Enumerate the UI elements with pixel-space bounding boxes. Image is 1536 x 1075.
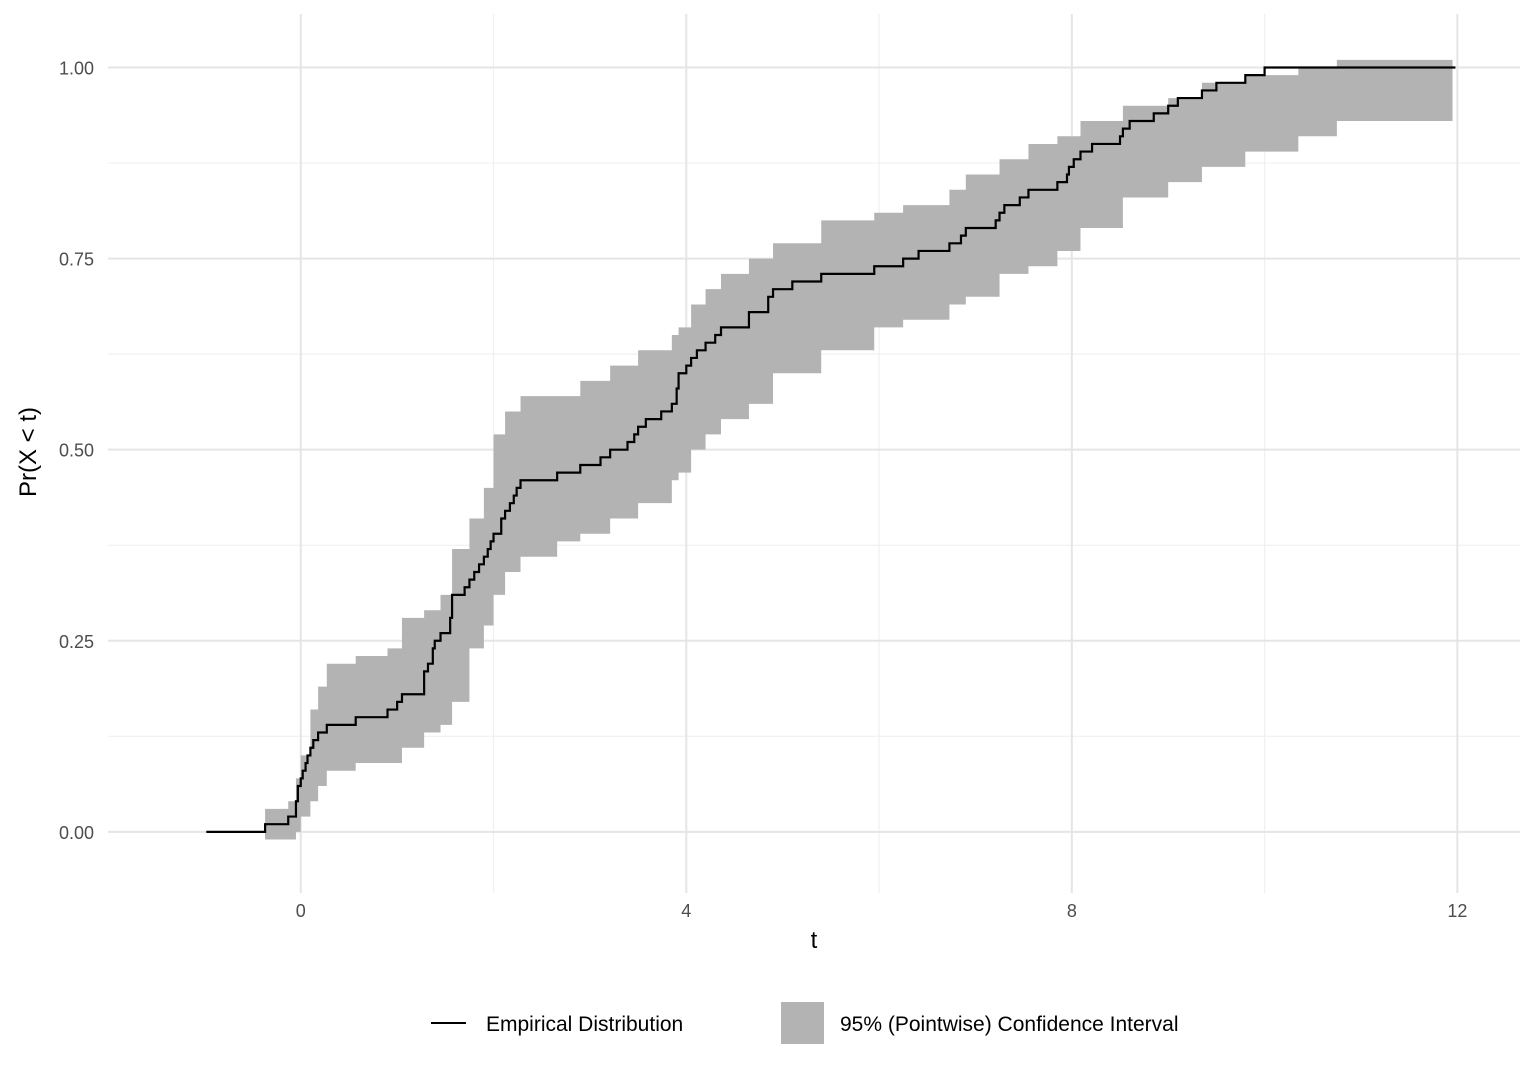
y-tick-label: 1.00 <box>59 59 94 79</box>
x-tick-label: 12 <box>1447 901 1467 921</box>
confidence-band <box>265 59 1453 840</box>
empirical-line <box>206 66 1456 833</box>
tick-labels: 0 4 8 12 0.00 0.25 0.50 0.75 1.00 <box>59 59 1467 921</box>
legend: Empirical Distribution 95% (Pointwise) C… <box>431 1002 1179 1044</box>
legend-label-confidence: 95% (Pointwise) Confidence Interval <box>840 1013 1179 1036</box>
legend-band-key <box>781 1002 824 1044</box>
empirical-step-line <box>206 66 1456 833</box>
x-tick-label: 0 <box>296 901 306 921</box>
y-axis-title: Pr(X < t) <box>15 407 42 497</box>
confidence-band-area <box>265 59 1453 840</box>
y-tick-label: 0.75 <box>59 250 94 270</box>
y-tick-label: 0.25 <box>59 632 94 652</box>
y-tick-label: 0.50 <box>59 441 94 461</box>
x-tick-label: 8 <box>1067 901 1077 921</box>
x-axis-title: t <box>811 927 818 954</box>
x-tick-label: 4 <box>681 901 691 921</box>
legend-label-empirical: Empirical Distribution <box>486 1013 683 1036</box>
y-tick-label: 0.00 <box>59 823 94 843</box>
